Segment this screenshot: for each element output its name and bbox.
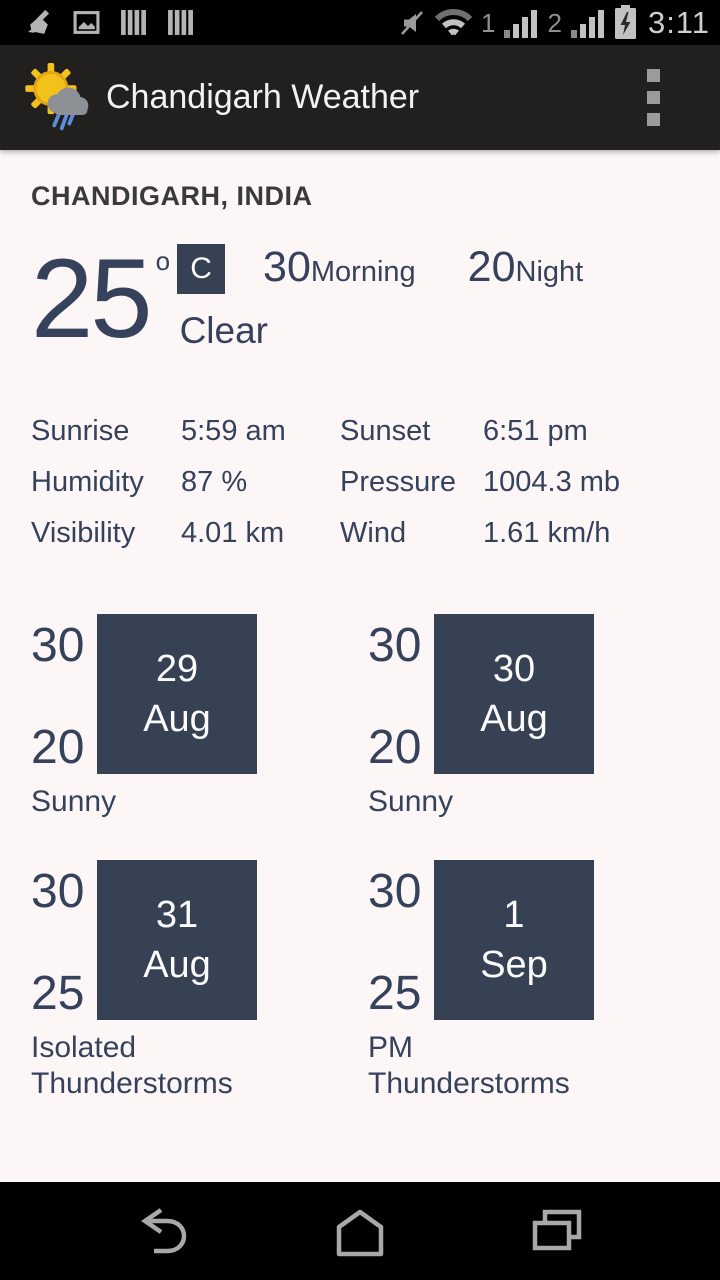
detail-label: Pressure [340, 466, 457, 499]
gallery-icon [73, 11, 100, 34]
status-bar: 1 2 3:11 [0, 0, 720, 45]
sim2-label: 2 [547, 7, 562, 38]
bars-icon [168, 10, 193, 35]
forecast-tile[interactable]: 30 25 1 Sep PM Thunderstorms [368, 860, 705, 1102]
forecast-low: 25 [31, 967, 85, 1021]
home-icon[interactable] [328, 1202, 392, 1260]
back-icon[interactable] [131, 1202, 195, 1260]
status-bar-notifications [10, 9, 194, 36]
detail-value: 4.01 km [181, 517, 285, 550]
forecast-date-box: 1 Sep [434, 860, 594, 1021]
forecast-grid: 30 20 29 Aug Sunny 30 20 [31, 614, 689, 1102]
forecast-tile[interactable]: 30 20 30 Aug Sunny [368, 614, 705, 820]
forecast-condition: Sunny [368, 785, 454, 819]
status-bar-clock: 3:11 [647, 5, 710, 40]
signal-icon [504, 10, 538, 38]
forecast-date-box: 30 Aug [434, 614, 594, 775]
forecast-high: 30 [31, 619, 85, 673]
forecast-tile[interactable]: 30 25 31 Aug Isolated Thunderstorms [31, 860, 368, 1102]
overflow-menu-icon[interactable] [641, 63, 666, 132]
forecast-date-box: 31 Aug [97, 860, 257, 1021]
night-temp: 20 Night [468, 246, 584, 289]
weather-content: CHANDIGARH, INDIA 25 o C 30 Morning 20 N… [0, 150, 720, 1182]
sim1-label: 1 [481, 7, 496, 38]
current-temperature: 25 [31, 236, 153, 361]
forecast-high: 30 [368, 619, 422, 673]
forecast-low: 25 [368, 967, 422, 1021]
forecast-day: 1 [503, 894, 525, 937]
morning-temp-value: 30 [263, 243, 311, 291]
morning-temp: 30 Morning [263, 246, 416, 289]
forecast-month: Aug [480, 698, 548, 741]
app-title: Chandigarh Weather [106, 78, 420, 116]
degree-symbol: o [155, 246, 171, 276]
mute-icon [401, 10, 423, 35]
detail-label: Sunset [340, 415, 431, 448]
broom-icon [28, 9, 50, 34]
forecast-condition: Sunny [31, 785, 117, 819]
forecast-low: 20 [368, 721, 422, 775]
sun-rain-cloud-icon [25, 62, 89, 130]
forecast-low: 20 [31, 721, 85, 775]
forecast-date-box: 29 Aug [97, 614, 257, 775]
detail-label: Wind [340, 517, 407, 550]
night-temp-value: 20 [467, 243, 516, 291]
forecast-month: Sep [480, 944, 548, 987]
current-conditions: 25 o C 30 Morning 20 Night Clear [31, 236, 689, 361]
forecast-condition: Isolated Thunderstorms [31, 1031, 233, 1101]
forecast-month: Aug [143, 944, 211, 987]
forecast-day: 31 [155, 894, 199, 937]
night-temp-label: Night [515, 256, 584, 288]
detail-value: 87 % [181, 466, 248, 499]
forecast-high: 30 [368, 865, 422, 919]
detail-label: Sunrise [31, 415, 130, 448]
forecast-day: 30 [492, 648, 536, 691]
detail-value: 1.61 km/h [483, 517, 611, 550]
forecast-high: 30 [31, 865, 85, 919]
signal-icon [570, 10, 604, 38]
battery-charging-icon [614, 5, 636, 39]
current-condition-text: Clear [179, 310, 268, 351]
forecast-day: 29 [155, 648, 199, 691]
weather-details-grid: Sunrise 5:59 am Sunset 6:51 pm Humidity … [31, 414, 689, 550]
detail-label: Visibility [31, 517, 136, 550]
status-bar-system-icons: 1 2 3:11 [398, 5, 710, 40]
forecast-tile[interactable]: 30 20 29 Aug Sunny [31, 614, 368, 820]
detail-value: 6:51 pm [483, 415, 588, 448]
recents-icon[interactable] [525, 1202, 589, 1260]
unit-toggle-button[interactable]: C [177, 244, 226, 294]
navigation-bar [0, 1182, 720, 1280]
app-bar: Chandigarh Weather [0, 45, 720, 150]
forecast-condition: PM Thunderstorms [368, 1031, 570, 1101]
morning-temp-label: Morning [310, 256, 416, 288]
detail-label: Humidity [31, 466, 144, 499]
wifi-icon [434, 9, 473, 36]
forecast-month: Aug [143, 698, 211, 741]
detail-value: 5:59 am [181, 415, 286, 448]
location-title: CHANDIGARH, INDIA [31, 181, 313, 211]
bars-icon [121, 10, 146, 35]
detail-value: 1004.3 mb [483, 466, 621, 499]
